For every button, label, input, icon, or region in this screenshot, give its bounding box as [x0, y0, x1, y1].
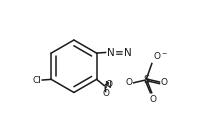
Text: Cl: Cl [33, 75, 42, 85]
Text: N: N [104, 81, 111, 90]
Text: N$\!\equiv\!$N: N$\!\equiv\!$N [105, 47, 131, 58]
Text: O$^-$: O$^-$ [152, 50, 167, 61]
Text: O: O [148, 95, 155, 104]
Text: O: O [160, 78, 167, 87]
Text: O: O [105, 79, 112, 89]
Text: S: S [143, 75, 149, 85]
Text: O: O [102, 89, 108, 98]
Text: O: O [124, 78, 132, 87]
